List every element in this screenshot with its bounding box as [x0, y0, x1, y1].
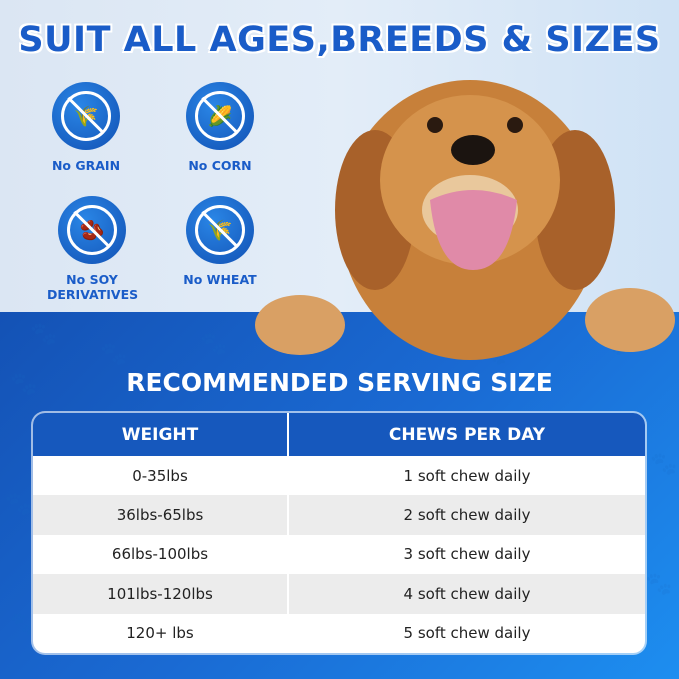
weight-cell: 120+ lbs: [33, 613, 289, 653]
table-row: 36lbs-65lbs 2 soft chew daily: [33, 495, 645, 535]
table-row: 0-35lbs 1 soft chew daily: [33, 456, 645, 496]
serving-title: RECOMMENDED SERVING SIZE: [126, 368, 553, 397]
golden-retriever-image: [255, 80, 675, 360]
no-soy-icon: 🫘: [67, 205, 117, 255]
table-row: 101lbs-120lbs 4 soft chew daily: [33, 574, 645, 614]
table-row: 66lbs-100lbs 3 soft chew daily: [33, 534, 645, 575]
headline: SUIT ALL AGES,BREEDS & SIZES: [18, 20, 661, 60]
column-header-weight: WEIGHT: [33, 413, 289, 456]
badge-no-grain: 🌾 No GRAIN: [16, 82, 156, 173]
badge-label: No GRAIN: [51, 158, 121, 173]
badge-no-soy: 🫘 No SOY DERIVATIVES: [22, 196, 162, 302]
chews-cell: 2 soft chew daily: [289, 495, 645, 535]
badge-no-wheat: 🌾 No WHEAT: [150, 196, 290, 287]
weight-cell: 101lbs-120lbs: [33, 574, 289, 614]
no-grain-icon: 🌾: [61, 91, 111, 141]
badge-no-corn: 🌽 No CORN: [150, 82, 290, 173]
table-row: 120+ lbs 5 soft chew daily: [33, 613, 645, 653]
serving-size-table: WEIGHT CHEWS PER DAY 0-35lbs 1 soft chew …: [33, 413, 645, 653]
no-corn-icon: 🌽: [195, 91, 245, 141]
badge-label: No CORN: [188, 158, 252, 173]
badge-label: No WHEAT: [183, 272, 257, 287]
chews-cell: 4 soft chew daily: [289, 574, 645, 614]
weight-cell: 66lbs-100lbs: [33, 534, 289, 575]
weight-cell: 0-35lbs: [33, 456, 289, 496]
chews-cell: 5 soft chew daily: [403, 624, 531, 643]
no-wheat-icon: 🌾: [195, 205, 245, 255]
column-header-chews: CHEWS PER DAY: [289, 413, 645, 456]
chews-cell: 3 soft chew daily: [403, 545, 531, 564]
weight-cell: 36lbs-65lbs: [33, 495, 289, 535]
chews-cell: 1 soft chew daily: [403, 466, 531, 485]
badge-label: No SOY DERIVATIVES: [47, 272, 139, 302]
